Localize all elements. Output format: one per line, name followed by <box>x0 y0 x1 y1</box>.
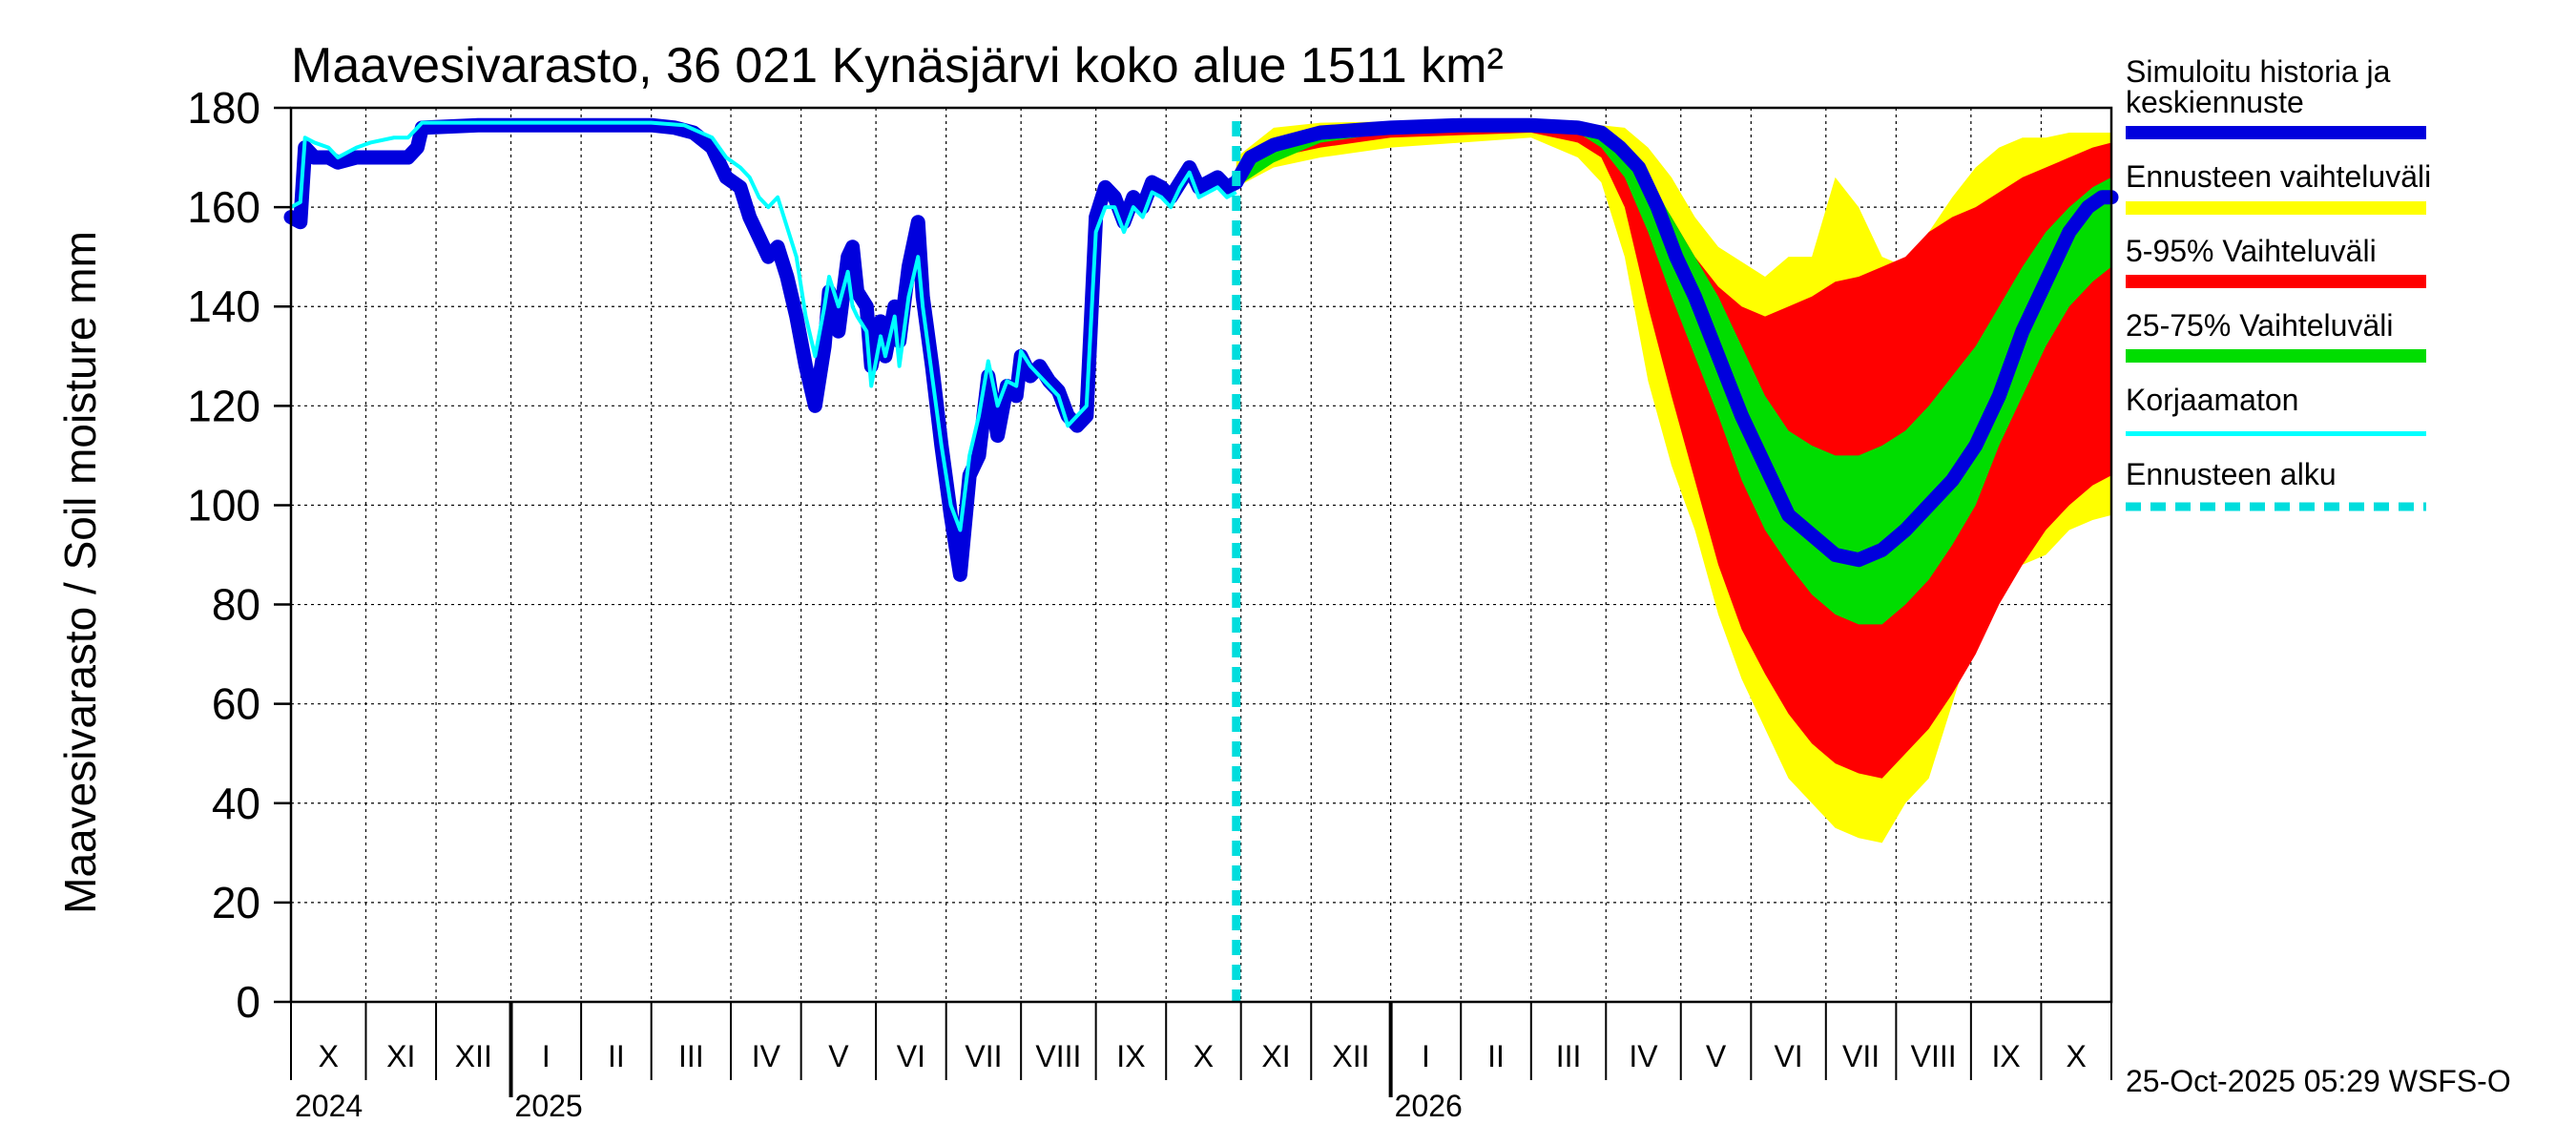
legend: Simuloitu historia ja keskiennuste Ennus… <box>2126 54 2431 511</box>
month-label-23: IX <box>1992 1039 2021 1073</box>
month-label-8: VI <box>897 1039 925 1073</box>
month-label-21: VII <box>1842 1039 1880 1073</box>
x-axis: X XI XII I II III IV V VI VII VIII IX X XI XII I II III IV… <box>290 1002 2112 1123</box>
month-label-10: VIII <box>1035 1039 1081 1073</box>
y-tick-label-60: 60 <box>212 679 260 729</box>
legend-swatch-uncorrected <box>2126 431 2426 436</box>
chart-title: Maavesivarasto, 36 021 Kynäsjärvi koko a… <box>291 38 1504 94</box>
month-label-18: IV <box>1629 1039 1658 1073</box>
year-label-2024: 2024 <box>295 1089 363 1123</box>
month-label-19: V <box>1706 1039 1727 1073</box>
legend-swatch-history <box>2126 126 2426 139</box>
footer-timestamp: 25-Oct-2025 05:29 WSFS-O <box>2126 1064 2511 1098</box>
legend-label-history-line1: Simuloitu historia ja <box>2126 54 2391 89</box>
plot-grid <box>291 108 2111 1002</box>
month-label-14: XII <box>1332 1039 1369 1073</box>
y-tick-label-20: 20 <box>212 878 260 927</box>
legend-label-forecast-range: Ennusteen vaihteluväli <box>2126 159 2431 194</box>
y-tick-label-80: 80 <box>212 580 260 630</box>
month-label-24: X <box>2067 1039 2087 1073</box>
y-tick-label-120: 120 <box>187 381 260 430</box>
series-lines <box>283 117 2119 1002</box>
y-tick-label-40: 40 <box>212 779 260 828</box>
month-label-15: I <box>1422 1039 1430 1073</box>
month-label-22: VIII <box>1911 1039 1957 1073</box>
year-label-2025: 2025 <box>515 1089 583 1123</box>
month-label-12: X <box>1194 1039 1214 1073</box>
plot-border <box>289 106 2113 1004</box>
plot-frame <box>289 106 2113 1004</box>
legend-label-history-line2: keskiennuste <box>2126 85 2304 119</box>
y-tick-label-160: 160 <box>187 182 260 232</box>
month-label-9: VII <box>965 1039 1002 1073</box>
series-line-median-forecast <box>1229 117 2119 568</box>
month-label-13: XI <box>1261 1039 1290 1073</box>
month-label-2: XII <box>455 1039 492 1073</box>
month-label-16: II <box>1487 1039 1505 1073</box>
y-axis-ticks: 0 20 40 60 80 100 120 140 160 180 <box>187 83 291 1027</box>
month-label-5: III <box>678 1039 704 1073</box>
month-label-6: IV <box>752 1039 781 1073</box>
y-tick-label-140: 140 <box>187 281 260 331</box>
month-label-0: X <box>319 1039 339 1073</box>
y-tick-label-0: 0 <box>236 977 260 1027</box>
y-tick-label-100: 100 <box>187 480 260 530</box>
legend-swatch-forecast-range <box>2126 201 2426 215</box>
legend-label-forecast-start: Ennusteen alku <box>2126 457 2337 491</box>
y-tick-label-180: 180 <box>187 83 260 133</box>
year-label-2026: 2026 <box>1395 1089 1463 1123</box>
legend-label-uncorrected: Korjaamaton <box>2126 383 2298 417</box>
legend-label-25-75: 25-75% Vaihteluväli <box>2126 308 2393 343</box>
forecast-bands <box>1236 120 2111 843</box>
legend-label-5-95: 5-95% Vaihteluväli <box>2126 234 2377 268</box>
month-label-3: I <box>542 1039 551 1073</box>
legend-swatch-25-75 <box>2126 349 2426 363</box>
y-axis-label: Maavesivarasto / Soil moisture mm <box>55 231 105 914</box>
legend-swatch-5-95 <box>2126 275 2426 288</box>
month-label-11: IX <box>1116 1039 1145 1073</box>
month-label-17: III <box>1556 1039 1582 1073</box>
month-label-20: VI <box>1774 1039 1802 1073</box>
month-label-7: V <box>828 1039 849 1073</box>
band-25-75-vaihteluv-li <box>1236 125 2111 625</box>
series-line-uncorrected <box>290 120 1237 532</box>
month-label-1: XI <box>386 1039 415 1073</box>
month-label-4: II <box>608 1039 625 1073</box>
